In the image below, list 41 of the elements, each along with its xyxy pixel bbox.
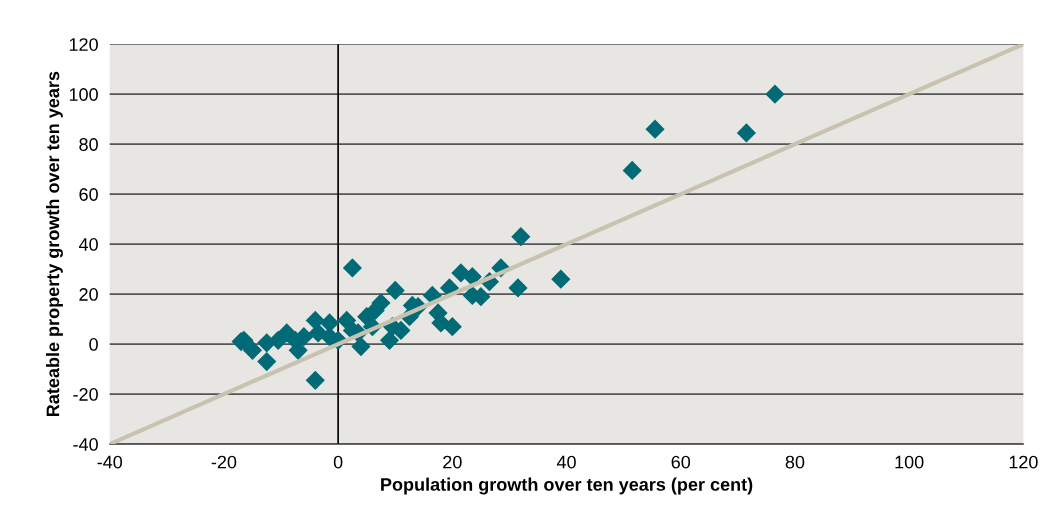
point	[622, 160, 642, 180]
point	[285, 330, 305, 350]
point	[385, 280, 405, 300]
point	[391, 320, 411, 340]
y-tick-label: 40	[78, 238, 98, 251]
point	[308, 323, 328, 343]
y-axis-title: Rateable property growth over ten years	[46, 71, 63, 417]
y-tick-label: 60	[79, 188, 98, 201]
point	[351, 337, 371, 357]
x-tick-label: 80	[785, 455, 805, 469]
y-tick-label: -40	[73, 438, 98, 451]
x-tick-label: -40	[97, 455, 123, 469]
point	[765, 84, 785, 104]
x-tick-label: 100	[895, 455, 924, 469]
x-tick-label: 40	[556, 455, 576, 469]
x-tick-label: 120	[1009, 455, 1038, 469]
point	[508, 278, 528, 298]
point	[242, 340, 263, 360]
point	[379, 330, 400, 350]
x-tick-label: 60	[671, 455, 691, 469]
x-tick-label: 20	[443, 455, 462, 469]
x-tick-label: -20	[211, 455, 237, 469]
point	[645, 119, 665, 139]
x-tick-label: 0	[333, 455, 343, 469]
point	[305, 370, 325, 390]
y-tick-label: 0	[89, 338, 98, 351]
y-tick-label: 120	[69, 38, 98, 51]
y-tick-label: 80	[79, 138, 98, 151]
point	[736, 123, 756, 143]
x-axis-title: Population growth over ten years (per cent)	[381, 477, 753, 495]
y-tick-label: 100	[69, 88, 98, 101]
point	[342, 258, 362, 278]
point	[268, 330, 288, 350]
point	[365, 300, 385, 320]
y-tick-label: 20	[79, 288, 98, 301]
point	[257, 352, 277, 372]
point	[442, 317, 462, 337]
point	[511, 227, 531, 247]
point	[462, 267, 482, 287]
point	[551, 269, 571, 289]
y-tick-label: -20	[73, 388, 98, 401]
